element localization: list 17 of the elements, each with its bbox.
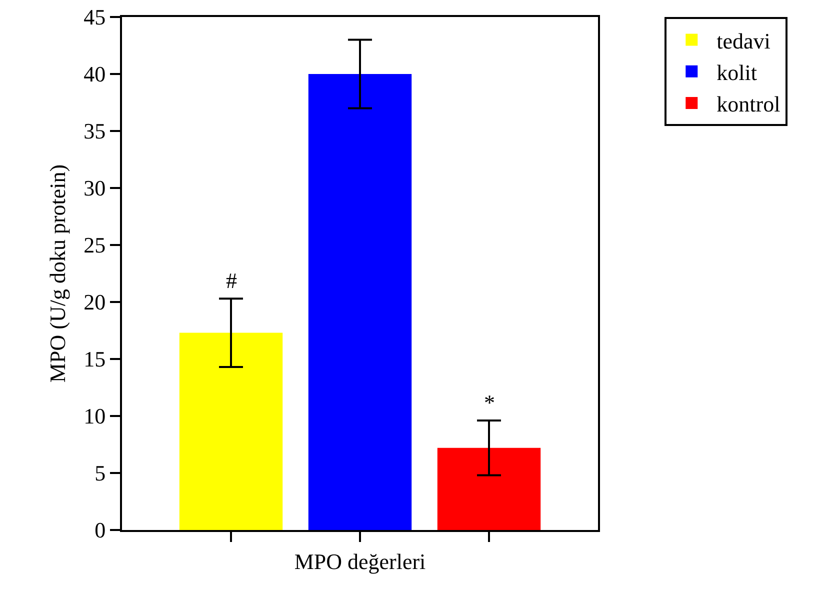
legend-label: kolit: [716, 60, 757, 85]
y-tick-label: 40: [84, 62, 106, 87]
y-tick-label: 10: [84, 404, 106, 429]
y-tick-label: 30: [84, 176, 106, 201]
y-tick-label: 15: [84, 346, 106, 372]
y-tick-label: 0: [94, 518, 106, 543]
annotation: #: [226, 268, 237, 293]
annotation: *: [484, 390, 495, 415]
legend-label: tedavi: [716, 28, 770, 54]
x-axis-title: MPO değerleri: [294, 548, 426, 574]
y-tick-label: 25: [84, 232, 106, 258]
y-tick-label: 20: [84, 290, 106, 315]
legend-label: kontrol: [716, 92, 780, 117]
y-tick-label: 35: [84, 118, 106, 144]
y-axis-title: MPO (U/g doku protein): [44, 164, 70, 383]
y-tick-label: 45: [84, 4, 106, 30]
y-tick-label: 5: [94, 460, 106, 486]
